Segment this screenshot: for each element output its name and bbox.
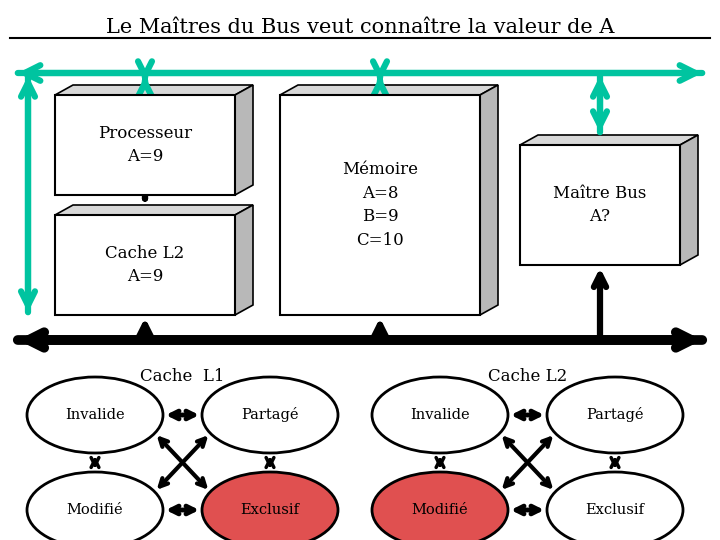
- Text: Modifié: Modifié: [67, 503, 123, 517]
- Polygon shape: [480, 85, 498, 315]
- Text: Le Maîtres du Bus veut connaître la valeur de A: Le Maîtres du Bus veut connaître la vale…: [106, 18, 614, 37]
- Text: Cache L2
A=9: Cache L2 A=9: [105, 245, 184, 285]
- Text: Invalide: Invalide: [410, 408, 470, 422]
- Polygon shape: [55, 205, 253, 215]
- Text: Modifié: Modifié: [412, 503, 468, 517]
- Polygon shape: [235, 85, 253, 195]
- Ellipse shape: [27, 472, 163, 540]
- Ellipse shape: [372, 377, 508, 453]
- Ellipse shape: [372, 472, 508, 540]
- Text: Exclusif: Exclusif: [585, 503, 644, 517]
- Text: Partagé: Partagé: [586, 408, 644, 422]
- Ellipse shape: [27, 377, 163, 453]
- Text: Cache L2: Cache L2: [488, 368, 567, 385]
- Polygon shape: [55, 215, 235, 315]
- Polygon shape: [520, 135, 698, 145]
- Polygon shape: [520, 145, 680, 265]
- Ellipse shape: [547, 377, 683, 453]
- Ellipse shape: [547, 472, 683, 540]
- Polygon shape: [280, 85, 498, 95]
- Text: Invalide: Invalide: [66, 408, 125, 422]
- Polygon shape: [55, 85, 253, 95]
- Polygon shape: [55, 95, 235, 195]
- Polygon shape: [280, 95, 480, 315]
- Text: Cache  L1: Cache L1: [140, 368, 225, 385]
- Text: Exclusif: Exclusif: [240, 503, 300, 517]
- Text: Partagé: Partagé: [241, 408, 299, 422]
- Text: Processeur
A=9: Processeur A=9: [98, 125, 192, 165]
- Polygon shape: [235, 205, 253, 315]
- Ellipse shape: [202, 377, 338, 453]
- Text: Mémoire
A=8
B=9
C=10: Mémoire A=8 B=9 C=10: [342, 161, 418, 249]
- Polygon shape: [680, 135, 698, 265]
- Ellipse shape: [202, 472, 338, 540]
- Text: Maître Bus
A?: Maître Bus A?: [553, 185, 647, 225]
